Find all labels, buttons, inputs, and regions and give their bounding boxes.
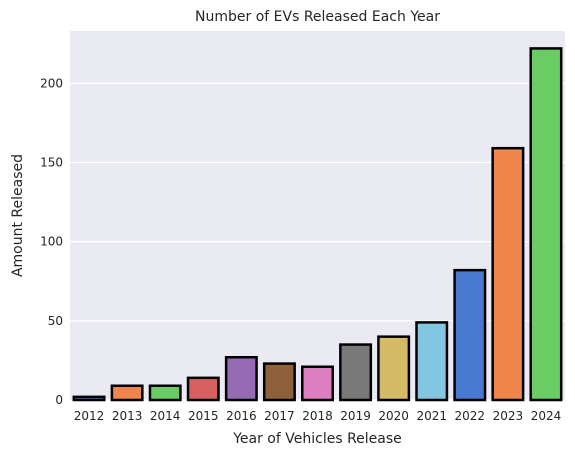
x-tick-label: 2012 xyxy=(74,409,105,423)
chart-title: Number of EVs Released Each Year xyxy=(195,9,440,25)
x-tick-label: 2015 xyxy=(188,409,219,423)
x-axis-label: Year of Vehicles Release xyxy=(232,431,402,447)
x-tick-label: 2022 xyxy=(455,409,486,423)
y-tick-label: 100 xyxy=(40,235,63,249)
bar-2022 xyxy=(453,268,487,402)
bar-2019 xyxy=(339,343,373,402)
bar-2024 xyxy=(529,47,563,402)
bar-2014 xyxy=(148,384,182,402)
plot-area xyxy=(70,31,565,400)
x-tick-label: 2016 xyxy=(226,409,257,423)
bar-2020 xyxy=(377,335,411,402)
x-tick-label: 2018 xyxy=(302,409,333,423)
bars xyxy=(72,47,563,402)
y-axis-label: Amount Released xyxy=(10,154,26,277)
x-tick-label: 2017 xyxy=(264,409,295,423)
x-tick-label: 2014 xyxy=(150,409,181,423)
bar-2012 xyxy=(72,395,106,402)
x-tick-label: 2024 xyxy=(531,409,562,423)
y-tick-label: 150 xyxy=(40,155,63,169)
bar-2017 xyxy=(262,362,296,402)
bar-2023 xyxy=(491,146,525,402)
y-tick-label: 0 xyxy=(55,393,63,407)
x-tick-labels: 2012 2013 2014 2015 2016 2017 2018 2019 2020 2021… xyxy=(74,409,561,423)
x-tick-label: 2021 xyxy=(416,409,447,423)
bar-2015 xyxy=(186,376,220,402)
bar-2018 xyxy=(301,365,334,402)
x-tick-label: 2013 xyxy=(112,409,143,423)
x-tick-label: 2019 xyxy=(340,409,371,423)
y-tick-label: 50 xyxy=(48,314,63,328)
bar-2021 xyxy=(415,321,449,402)
y-tick-label: 200 xyxy=(40,76,63,90)
bar-2016 xyxy=(224,355,258,402)
bar-2013 xyxy=(110,384,144,402)
x-tick-label: 2023 xyxy=(493,409,524,423)
x-tick-label: 2020 xyxy=(378,409,409,423)
y-tick-labels: 0 50 100 150 200 xyxy=(40,76,63,407)
